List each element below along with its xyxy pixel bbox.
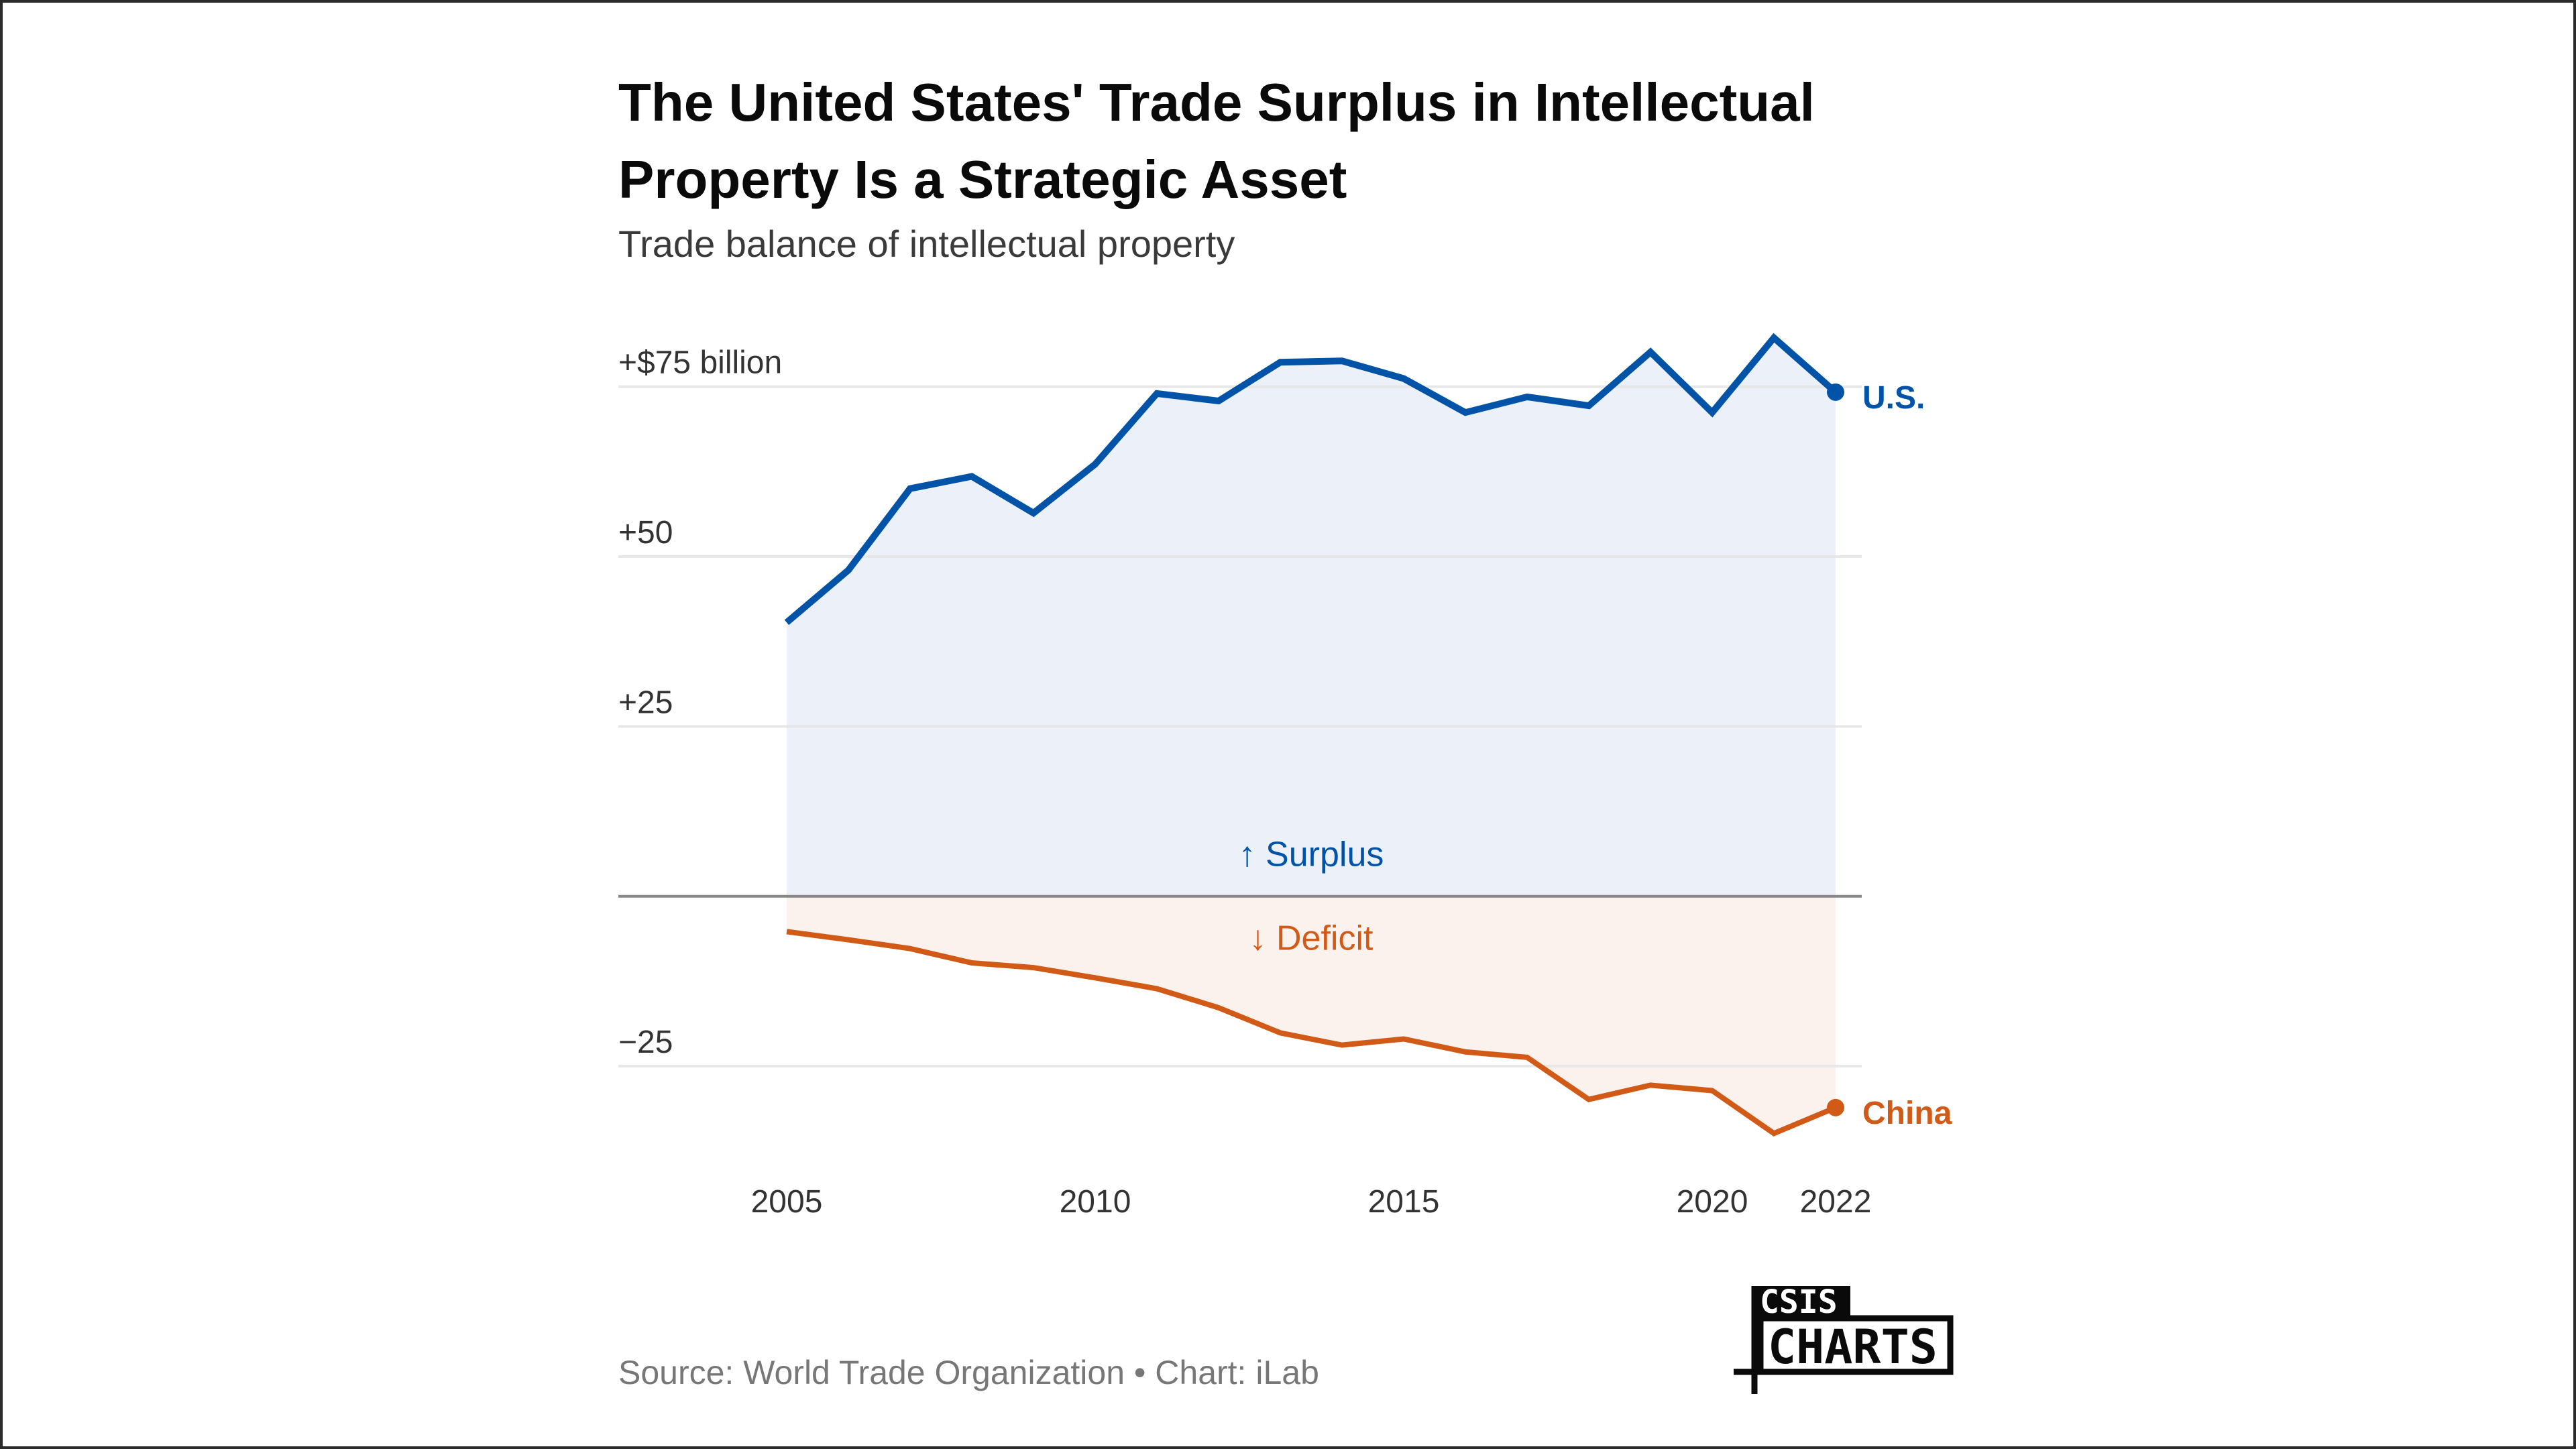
chart-title-line-2: Property Is a Strategic Asset [618,150,1347,209]
series-line-china [786,929,1837,1137]
endpoint-marker-china [1827,1098,1844,1116]
endpoint-marker-us [1827,383,1844,401]
x-tick-label: 2010 [1060,1184,1131,1220]
source-note: Source: World Trade Organization • Chart… [618,1354,1319,1391]
area-fill-china [787,896,1836,1134]
chart-title-line-1: The United States' Trade Surplus in Inte… [618,72,1815,132]
line-layer [784,333,1838,1137]
y-tick-label: +$75 billion [618,345,782,381]
deficit-annotation: ↓ Deficit [1249,919,1374,958]
series-line-us [784,333,1838,626]
logo-top-text: CSIS [1760,1283,1838,1321]
y-tick-label: −25 [618,1025,673,1060]
chart-subtitle: Trade balance of intellectual property [618,223,1235,265]
y-tick-label: +50 [618,515,673,550]
logo-bottom-text: CHARTS [1768,1320,1938,1375]
x-tick-label: 2022 [1800,1184,1872,1220]
csis-charts-logo: CSIS CHARTS [1734,1283,1954,1394]
x-tick-label: 2005 [751,1184,823,1220]
x-tick-label: 2020 [1677,1184,1748,1220]
endpoint-layer: U.S. China [1827,380,1952,1131]
x-axis-ticks: 2005 2010 2015 2020 2022 [751,1184,1872,1220]
x-tick-label: 2015 [1368,1184,1440,1220]
series-label-us: U.S. [1862,380,1925,416]
area-layer [787,337,1836,1134]
logo-bottom-box [1757,1315,1954,1375]
logo-top-block [1752,1286,1850,1317]
series-label-china: China [1862,1096,1952,1131]
y-tick-label: +25 [618,685,673,720]
surplus-annotation: ↑ Surplus [1239,835,1384,874]
area-fill-us [787,337,1836,896]
